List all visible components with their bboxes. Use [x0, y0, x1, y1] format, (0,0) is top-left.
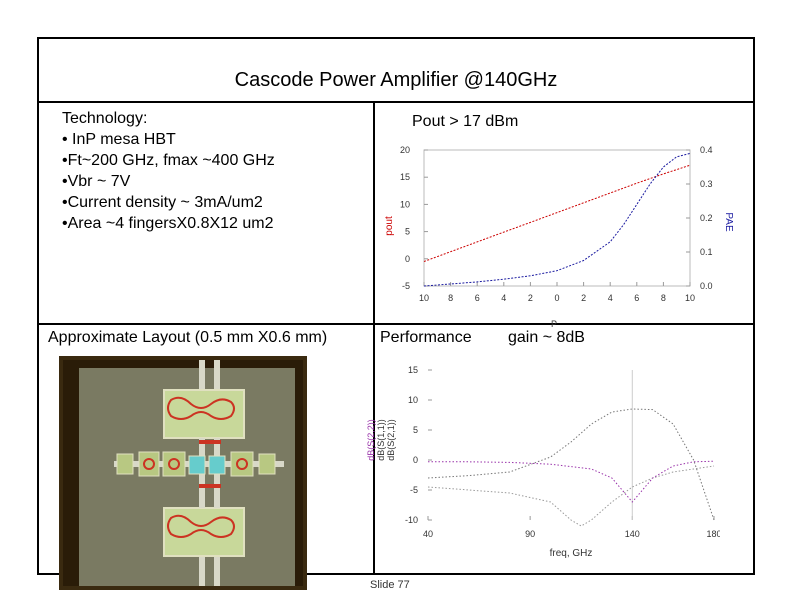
plot-area: [423, 149, 691, 287]
plot-area: [428, 370, 714, 520]
y-tick-label: 15: [400, 172, 410, 182]
x-tick-label: 180: [706, 529, 720, 539]
horizontal-divider: [37, 323, 755, 325]
technology-item: •Ft~200 GHz, fmax ~400 GHz: [62, 152, 275, 169]
technology-item: •Area ~4 fingersX0.8X12 um2: [62, 215, 274, 232]
y-axis-label-2: dB(S(2,1)): [386, 419, 396, 461]
x-tick-label: 8: [661, 293, 666, 303]
y-tick-label: 0: [413, 455, 418, 465]
y2-tick-label: 0.1: [700, 247, 713, 257]
series-line-1: [427, 465, 715, 527]
series-line-2: [428, 460, 715, 503]
title-bar: Cascode Power Amplifier @140GHz: [37, 37, 755, 103]
pout-chart-heading: Pout > 17 dBm: [412, 113, 519, 130]
y-axis-label: pout: [384, 216, 395, 236]
y-tick-label: 15: [408, 365, 418, 375]
y-tick-label: -5: [410, 485, 418, 495]
y-tick-label: -5: [402, 281, 410, 291]
y2-tick-label: 0.4: [700, 145, 713, 155]
y-tick-label: 5: [405, 227, 410, 237]
x-tick-label: 10: [419, 293, 429, 303]
technology-heading: Technology:: [62, 110, 148, 127]
chip-layout-drawing: [63, 360, 303, 586]
y-tick-label: 10: [400, 199, 410, 209]
s-parameter-chart: 15 10 5 0 -5 -10 40 90 140 180 freq, GHz dB(S(2,2))…: [366, 365, 720, 559]
y2-tick-label: 0.2: [700, 213, 713, 223]
x-tick-label: 0: [554, 293, 559, 303]
y-tick-label: 10: [408, 395, 418, 405]
x-tick-label: 4: [501, 293, 506, 303]
x-tick-label: 6: [475, 293, 480, 303]
x-tick-label: 8: [448, 293, 453, 303]
x-tick-label: 6: [634, 293, 639, 303]
x-tick-label: 2: [581, 293, 586, 303]
series-line-0: [427, 408, 715, 521]
y-axis-label-0: dB(S(2,2)): [366, 419, 376, 461]
series-line-1: [423, 152, 691, 287]
technology-list: Technology: • InP mesa HBT •Ft~200 GHz, …: [62, 108, 275, 234]
technology-item: •Current density ~ 3mA/um2: [62, 194, 263, 211]
vertical-divider: [373, 103, 375, 575]
x-tick-label: 90: [525, 529, 535, 539]
y-tick-label: 5: [413, 425, 418, 435]
x-tick-label: 2: [528, 293, 533, 303]
x-axis-label: freq, GHz: [550, 548, 593, 559]
layout-label: Approximate Layout (0.5 mm X0.6 mm): [48, 329, 328, 346]
slide-number: Slide 77: [370, 579, 410, 591]
chip-layout-image: [59, 356, 307, 590]
y-tick-label: 0: [405, 254, 410, 264]
series-line-0: [423, 164, 691, 262]
y2-axis-label: PAE: [723, 212, 734, 232]
gain-label: gain ~ 8dB: [508, 329, 585, 346]
technology-item: •Vbr ~ 7V: [62, 173, 131, 190]
y-axis-label-1: dB(S(1,1)): [376, 419, 386, 461]
slide-frame: [37, 37, 755, 575]
performance-label: Performance: [380, 329, 472, 346]
slide-title: Cascode Power Amplifier @140GHz: [234, 69, 558, 91]
pout-pae-chart: 10 8 6 4 2 0 2 4 6 8 1020151050-50.40.30.20.10.0po…: [384, 145, 734, 329]
y-tick-label: -10: [405, 515, 418, 525]
x-axis-label: P: [551, 319, 557, 329]
y-tick-label: 20: [400, 145, 410, 155]
y2-tick-label: 0.0: [700, 281, 713, 291]
y2-tick-label: 0.3: [700, 179, 713, 189]
x-tick-label: 40: [423, 529, 433, 539]
x-tick-label: 4: [608, 293, 613, 303]
x-tick-label: 10: [685, 293, 695, 303]
x-tick-label: 140: [625, 529, 640, 539]
technology-item: • InP mesa HBT: [62, 131, 176, 148]
